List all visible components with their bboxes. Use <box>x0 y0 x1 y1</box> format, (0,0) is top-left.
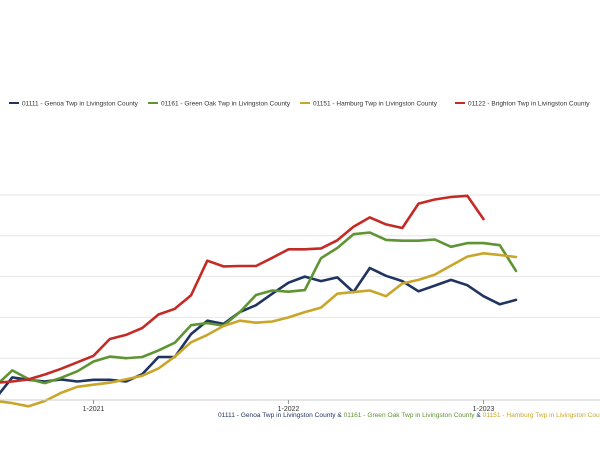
legend-label-0[interactable]: 01111 - Genoa Twp in Livingston County <box>22 101 139 108</box>
caption-part-0: 01111 - Genoa Twp in Livingston County <box>218 412 336 419</box>
x-tick-label-2: 1-2023 <box>473 406 495 413</box>
series-line-0[interactable] <box>0 266 518 398</box>
series-line-3[interactable] <box>0 194 485 384</box>
x-tick-label-1: 1-2022 <box>278 406 300 413</box>
legend-label-1[interactable]: 01161 - Green Oak Twp in Livingston Coun… <box>161 101 291 108</box>
legend-label-3[interactable]: 01122 - Brighton Twp in Livingston Count… <box>468 101 590 108</box>
x-axis-ticks: 1-2021 1-2022 1-2023 <box>83 400 495 413</box>
gridlines <box>0 194 600 359</box>
caption-part-2: 01161 - Green Oak Twp in Livingston Coun… <box>344 412 476 419</box>
caption-part-1: & <box>336 412 344 419</box>
legend-label-2[interactable]: 01151 - Hamburg Twp in Livingston County <box>313 101 438 108</box>
legend: 01111 - Genoa Twp in Livingston County 01… <box>9 101 590 108</box>
series-line-2[interactable] <box>0 252 518 408</box>
series-lines <box>0 194 518 408</box>
x-tick-label-0: 1-2021 <box>83 406 105 413</box>
caption-part-4: 01151 - Hamburg Twp in Livingston County <box>483 412 600 419</box>
chart-caption: 01111 - Genoa Twp in Livingston County &… <box>218 412 600 419</box>
caption-part-3: & <box>475 412 483 419</box>
series-line-1[interactable] <box>0 231 518 386</box>
